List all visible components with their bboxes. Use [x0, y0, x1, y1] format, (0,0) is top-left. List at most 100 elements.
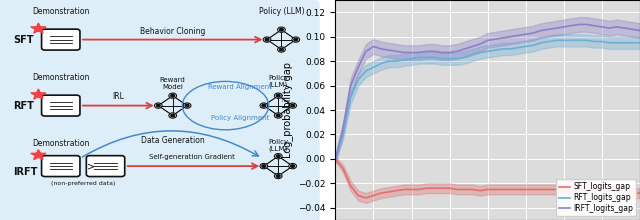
SFT_logits_gap [355, 194, 362, 197]
Circle shape [156, 104, 160, 107]
RFT_logits_gap [515, 46, 522, 49]
Circle shape [289, 163, 296, 169]
Circle shape [276, 175, 280, 177]
IRFT_logits_gap [583, 23, 591, 26]
IRFT_logits_gap [552, 27, 560, 29]
Circle shape [291, 104, 294, 107]
RFT_logits_gap [484, 50, 492, 53]
RFT_logits_gap [545, 40, 552, 43]
SFT_logits_gap [605, 189, 613, 192]
Text: Policy
(LLM): Policy (LLM) [268, 75, 288, 88]
SFT_logits_gap [545, 188, 552, 191]
RFT_logits_gap [423, 56, 431, 59]
Text: Reward
Model: Reward Model [160, 77, 186, 90]
Circle shape [289, 103, 296, 108]
IRFT_logits_gap [499, 37, 507, 39]
SFT_logits_gap [522, 188, 530, 191]
SFT_logits_gap [431, 187, 438, 190]
IRFT_logits_gap [392, 50, 400, 53]
SFT_logits_gap [613, 189, 621, 192]
RFT_logits_gap [628, 41, 636, 44]
SFT_logits_gap [537, 188, 545, 191]
RFT_logits_gap [446, 57, 454, 60]
Circle shape [276, 94, 280, 97]
RFT_logits_gap [598, 40, 606, 43]
RFT_logits_gap [575, 39, 583, 42]
IRFT_logits_gap [362, 50, 370, 53]
IRFT_logits_gap [339, 127, 347, 130]
IRFT_logits_gap [515, 34, 522, 37]
SFT_logits_gap [484, 188, 492, 191]
SFT_logits_gap [377, 192, 385, 194]
SFT_logits_gap [507, 188, 515, 191]
IRFT_logits_gap [408, 51, 415, 54]
Circle shape [276, 114, 280, 117]
Circle shape [294, 38, 298, 41]
IRFT_logits_gap [415, 51, 423, 54]
RFT_logits_gap [591, 40, 598, 43]
Text: Behavior Cloning: Behavior Cloning [140, 27, 205, 36]
Circle shape [262, 104, 266, 107]
FancyBboxPatch shape [0, 0, 320, 220]
RFT_logits_gap [476, 51, 484, 54]
RFT_logits_gap [415, 56, 423, 59]
SFT_logits_gap [385, 191, 392, 193]
Line: RFT_logits_gap: RFT_logits_gap [335, 40, 640, 159]
RFT_logits_gap [377, 62, 385, 65]
RFT_logits_gap [385, 60, 392, 62]
SFT_logits_gap [499, 188, 507, 191]
RFT_logits_gap [492, 49, 499, 51]
IRFT_logits_gap [484, 39, 492, 42]
IRFT_logits_gap [568, 24, 575, 27]
RFT_logits_gap [347, 96, 355, 99]
RFT_logits_gap [461, 56, 468, 59]
SFT_logits_gap [446, 187, 454, 190]
SFT_logits_gap [575, 188, 583, 191]
IRFT_logits_gap [453, 50, 461, 53]
SFT_logits_gap [598, 188, 606, 191]
SFT_logits_gap [339, 167, 347, 170]
RFT_logits_gap [355, 78, 362, 81]
IRFT_logits_gap [575, 23, 583, 26]
Circle shape [280, 28, 284, 31]
Polygon shape [31, 150, 46, 160]
Legend: SFT_logits_gap, RFT_logits_gap, IRFT_logits_gap: SFT_logits_gap, RFT_logits_gap, IRFT_log… [556, 179, 636, 216]
Text: IRFT: IRFT [13, 167, 37, 177]
IRFT_logits_gap [476, 43, 484, 45]
Circle shape [171, 94, 175, 97]
RFT_logits_gap [507, 48, 515, 50]
IRFT_logits_gap [529, 32, 537, 34]
SFT_logits_gap [408, 188, 415, 191]
IRFT_logits_gap [522, 33, 530, 36]
IRFT_logits_gap [377, 48, 385, 50]
IRFT_logits_gap [370, 45, 378, 48]
SFT_logits_gap [529, 188, 537, 191]
IRFT_logits_gap [423, 50, 431, 53]
RFT_logits_gap [453, 57, 461, 60]
RFT_logits_gap [605, 41, 613, 44]
IRFT_logits_gap [605, 27, 613, 29]
Polygon shape [31, 23, 46, 33]
Circle shape [278, 47, 285, 52]
IRFT_logits_gap [468, 45, 476, 48]
Circle shape [275, 113, 282, 118]
SFT_logits_gap [636, 192, 640, 194]
SFT_logits_gap [332, 158, 339, 160]
Circle shape [262, 165, 266, 167]
SFT_logits_gap [515, 188, 522, 191]
Polygon shape [31, 89, 46, 99]
SFT_logits_gap [370, 194, 378, 197]
Text: Self-generation Gradient: Self-generation Gradient [149, 154, 235, 161]
RFT_logits_gap [621, 41, 628, 44]
RFT_logits_gap [552, 39, 560, 42]
RFT_logits_gap [560, 39, 568, 42]
SFT_logits_gap [552, 188, 560, 191]
Text: Data Generation: Data Generation [141, 136, 205, 145]
SFT_logits_gap [347, 184, 355, 187]
RFT_logits_gap [431, 56, 438, 59]
Text: Reward Alignment: Reward Alignment [208, 84, 272, 90]
FancyBboxPatch shape [42, 95, 80, 116]
FancyBboxPatch shape [86, 156, 125, 176]
Circle shape [263, 37, 271, 42]
Text: IRL: IRL [113, 92, 124, 101]
